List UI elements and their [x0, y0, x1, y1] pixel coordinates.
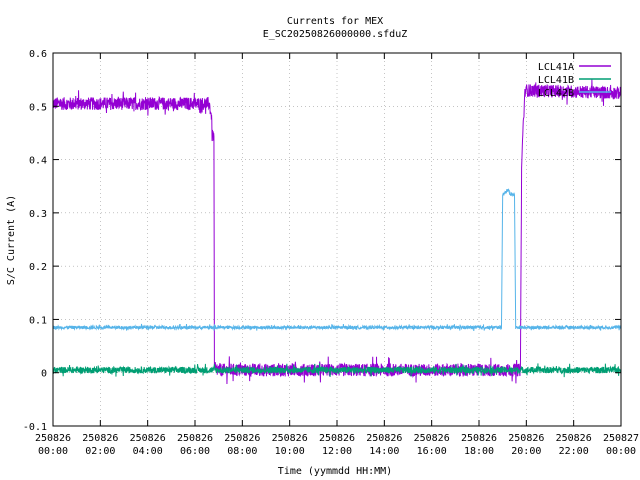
x-tick-date: 250826 [35, 433, 71, 444]
series-line-lcl41b [52, 363, 622, 378]
axis-ticks: -0.1 0 0.1 0.2 0.3 0.4 0.5 0.6 250826 00:00 250826… [23, 49, 639, 457]
x-tick-time: 06:00 [180, 446, 210, 457]
x-tick-date: 250826 [556, 433, 592, 444]
series-line-lcl42b [52, 188, 622, 331]
y-tick-label: 0.6 [29, 49, 47, 60]
y-axis-label: S/C Current (A) [6, 195, 17, 285]
x-tick-date: 250826 [508, 433, 544, 444]
x-tick-date: 250826 [272, 433, 308, 444]
legend: LCL41A LCL41B LCL42B [538, 62, 611, 99]
x-tick-time: 04:00 [133, 446, 163, 457]
y-tick-label: 0.2 [29, 262, 47, 273]
x-tick-time: 22:00 [559, 446, 589, 457]
x-tick-time: 02:00 [85, 446, 115, 457]
x-tick-time: 12:00 [322, 446, 352, 457]
x-tick-date: 250826 [130, 433, 166, 444]
x-tick-date: 250826 [366, 433, 402, 444]
y-tick-label: 0.3 [29, 209, 47, 220]
x-tick-time: 10:00 [275, 446, 305, 457]
x-tick-date: 250826 [461, 433, 497, 444]
y-tick-label: 0 [41, 369, 47, 380]
y-tick-label: 0.5 [29, 102, 47, 113]
y-tick-label: -0.1 [23, 422, 47, 433]
legend-label: LCL41B [538, 75, 574, 86]
x-tick-time: 00:00 [38, 446, 68, 457]
x-tick-time: 16:00 [417, 446, 447, 457]
x-tick-time: 14:00 [369, 446, 399, 457]
chart-subtitle: E_SC20250826000000.sfduZ [263, 29, 408, 40]
x-tick-date: 250827 [603, 433, 639, 444]
x-tick-date: 250826 [414, 433, 450, 444]
series-layer [52, 79, 622, 385]
y-tick-label: 0.4 [29, 156, 47, 167]
y-tick-label: 0.1 [29, 315, 47, 326]
x-tick-date: 250826 [82, 433, 118, 444]
x-tick-date: 250826 [224, 433, 260, 444]
x-tick-time: 20:00 [511, 446, 541, 457]
legend-label: LCL41A [538, 62, 574, 73]
series-line-lcl41a [52, 79, 622, 385]
x-axis-label: Time (yymmdd HH:MM) [278, 466, 392, 477]
x-tick-date: 250826 [319, 433, 355, 444]
x-tick-time: 00:00 [606, 446, 636, 457]
x-tick-date: 250826 [177, 433, 213, 444]
x-tick-time: 08:00 [227, 446, 257, 457]
chart-title: Currents for MEX [287, 16, 383, 27]
x-tick-time: 18:00 [464, 446, 494, 457]
legend-label: LCL42B [538, 88, 574, 99]
